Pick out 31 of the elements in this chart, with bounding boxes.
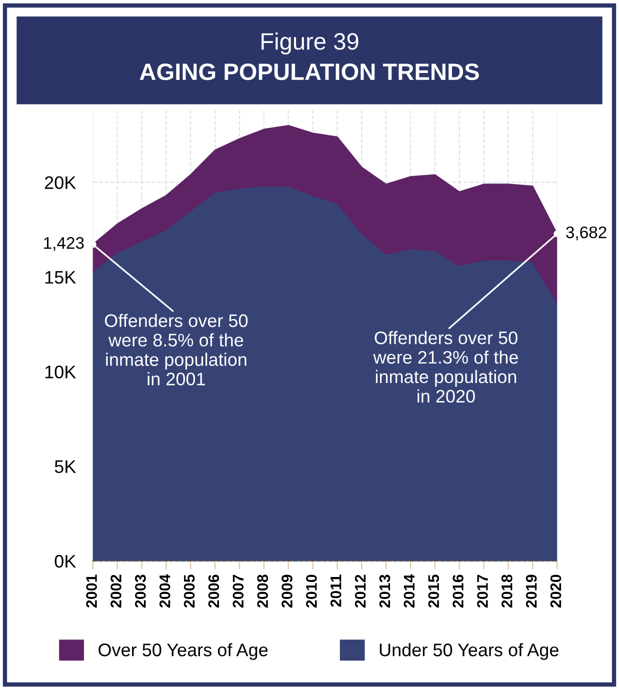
legend-label: Under 50 Years of Age: [380, 643, 558, 660]
y-tick-label: 0K: [54, 554, 76, 568]
x-tick-label: 2005: [184, 574, 195, 608]
legend-label: Over 50 Years of Age: [98, 643, 268, 660]
x-tick-label: 2015: [428, 574, 440, 608]
x-tick-label: 2020: [550, 574, 562, 608]
y-tick-label: 20K: [44, 176, 76, 190]
x-tick-label: 2008: [257, 574, 268, 608]
x-tick-label: 2019: [526, 574, 537, 608]
x-tick-label: 2004: [159, 574, 170, 608]
x-tick-label: 2018: [502, 574, 512, 608]
x-tick-label: 2010: [306, 574, 317, 608]
data-label: 1,423: [44, 237, 84, 251]
x-tick-label: 2012: [354, 574, 366, 608]
x-tick-label: 2002: [110, 574, 122, 608]
x-tick-label: 2011: [330, 574, 342, 607]
x-tick-label: 2013: [379, 574, 390, 608]
data-label: 3,682: [566, 226, 606, 240]
x-tick-label: 2016: [452, 574, 464, 608]
y-tick-label: 5K: [54, 460, 76, 474]
x-tick-label: 2003: [135, 574, 146, 608]
x-tick-label: 2006: [208, 574, 220, 608]
x-tick-label: 2007: [232, 574, 244, 608]
chart-title: Figure 39: [262, 32, 358, 54]
x-tick-label: 2001: [86, 574, 97, 608]
y-tick-label: 10K: [45, 366, 76, 378]
y-tick-label: 15K: [45, 271, 76, 284]
x-tick-label: 2017: [477, 574, 488, 608]
chart-subtitle: AGING POPULATION TRENDS: [140, 63, 479, 80]
x-tick-label: 2014: [404, 574, 415, 608]
x-tick-label: 2009: [282, 574, 292, 608]
